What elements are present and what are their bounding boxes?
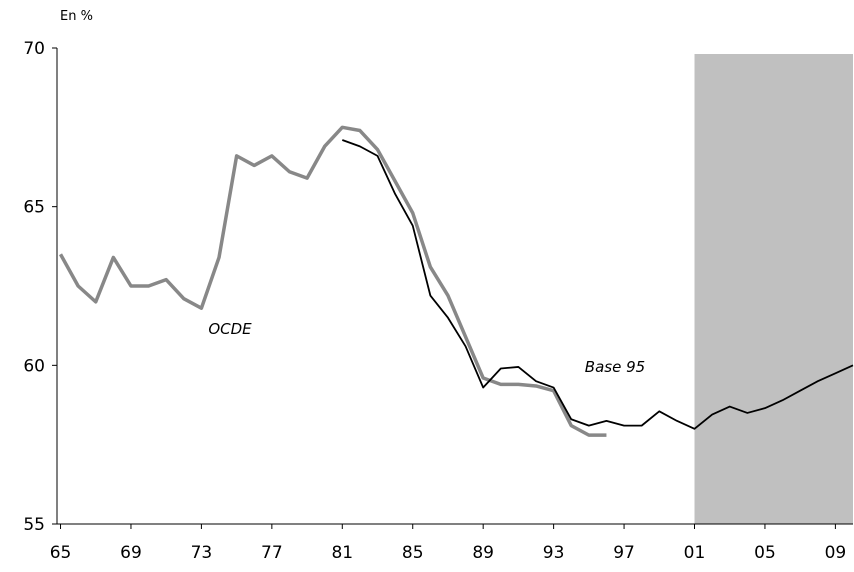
x-tick-label: 81 (331, 543, 353, 563)
x-tick-label: 01 (684, 543, 706, 563)
x-tick-label: 73 (191, 543, 213, 563)
x-tick-label: 89 (472, 543, 494, 563)
y-axis-label: En % (60, 9, 93, 24)
x-tick-label: 69 (120, 543, 142, 563)
y-tick-label: 55 (23, 515, 45, 535)
series-line (58, 125, 607, 437)
y-tick-label: 70 (23, 39, 45, 59)
series-line (341, 139, 854, 430)
y-tick-label: 65 (23, 198, 45, 218)
x-tick-label: 85 (402, 543, 424, 563)
forecast-shade (694, 54, 853, 524)
series-label: OCDE (208, 320, 252, 338)
x-tick-label: 97 (613, 543, 635, 563)
x-tick-label: 65 (50, 543, 72, 563)
x-tick-label: 93 (543, 543, 565, 563)
series-label: Base 95 (585, 358, 645, 376)
y-tick-label: 60 (23, 356, 45, 376)
x-tick-label: 77 (261, 543, 283, 563)
x-tick-label: 09 (825, 543, 847, 563)
x-tick-label: 05 (754, 543, 776, 563)
